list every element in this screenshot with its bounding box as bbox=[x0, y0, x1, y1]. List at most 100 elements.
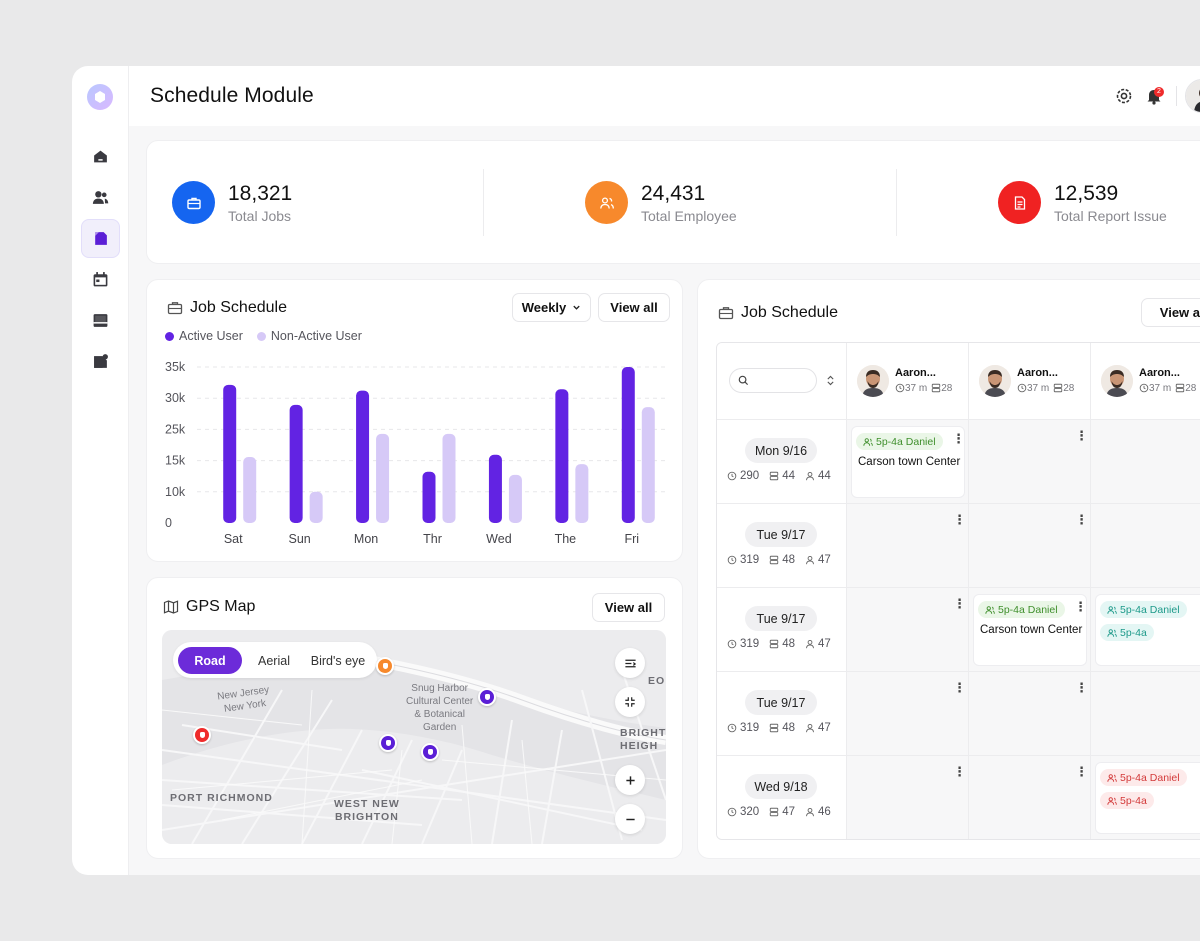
more-options-icon[interactable]: ⋮ bbox=[1074, 599, 1087, 614]
sidebar-item-calendar[interactable] bbox=[81, 260, 120, 299]
more-options-icon[interactable]: ⋮ bbox=[953, 680, 966, 695]
schedule-cell[interactable]: ⋮ bbox=[969, 756, 1091, 839]
employee-header-cell[interactable]: Aaron... 37 m 28 bbox=[1091, 343, 1200, 420]
more-options-icon[interactable]: ⋮ bbox=[953, 512, 966, 527]
report-icon bbox=[998, 181, 1041, 224]
map-tab-road[interactable]: Road bbox=[178, 647, 242, 674]
employee-header-cell[interactable]: Aaron... 37 m 28 bbox=[969, 343, 1091, 420]
top-header: Schedule Module bbox=[129, 66, 1200, 126]
bar-non-active-user bbox=[376, 433, 390, 523]
sidebar-item-schedule[interactable] bbox=[81, 219, 120, 258]
map-tab-aerial[interactable]: Aerial bbox=[258, 653, 290, 668]
period-select[interactable]: Weekly bbox=[512, 293, 591, 322]
job-card[interactable]: 5p-4a Daniel Carson town Center ⋮ bbox=[973, 594, 1087, 666]
search-input[interactable] bbox=[729, 368, 817, 393]
schedule-cell[interactable]: 5p-4a Daniel Carson town Center ⋮ bbox=[969, 588, 1091, 672]
view-all-button[interactable]: View all bbox=[592, 593, 665, 622]
more-options-icon[interactable]: ⋮ bbox=[953, 764, 966, 779]
map-view[interactable]: New Jersey New York Snug Harbor Cultural C… bbox=[162, 630, 666, 844]
date-row-meta: 290 44 44 bbox=[727, 470, 831, 482]
settings-gear-icon[interactable] bbox=[1114, 86, 1134, 106]
stat-divider bbox=[483, 169, 484, 236]
jobs-count: 320 bbox=[727, 806, 759, 818]
bar-chart: 0 10k 15k 25k 30k 35k Sat Sun Mon Thr Wed The Fri bbox=[165, 360, 667, 546]
schedule-cell[interactable]: ⋮ bbox=[1091, 420, 1200, 504]
date-row-header: Mon 9/16 290 44 44 bbox=[717, 420, 847, 504]
map-streets bbox=[162, 630, 666, 844]
schedule-cell[interactable]: ⋮ bbox=[969, 672, 1091, 756]
map-layers-button[interactable] bbox=[615, 648, 645, 678]
job-shift-tag: 5p-4a Daniel bbox=[856, 433, 943, 450]
map-pin-purple[interactable] bbox=[421, 743, 439, 761]
map-tab-birds-eye[interactable]: Bird's eye bbox=[310, 653, 366, 668]
employee-header-cell[interactable]: Aaron... 37 m 28 bbox=[847, 343, 969, 420]
map-pin-purple[interactable] bbox=[478, 688, 496, 706]
legend-dot bbox=[256, 331, 266, 341]
map-label-port-richmond: PORT RICHMOND bbox=[170, 792, 273, 804]
time-meta: 37 m bbox=[1017, 383, 1049, 394]
schedule-cell[interactable]: 5p-4a Daniel 5p-4a ⋮ bbox=[1091, 588, 1200, 672]
zoom-in-button[interactable] bbox=[615, 765, 645, 795]
sort-icon[interactable] bbox=[826, 375, 835, 386]
zoom-out-button[interactable] bbox=[615, 804, 645, 834]
job-shift-tag: 5p-4a Daniel bbox=[1100, 601, 1187, 618]
more-options-icon[interactable]: ⋮ bbox=[1197, 681, 1200, 694]
schedule-cell[interactable]: ⋮ bbox=[1091, 504, 1200, 588]
schedule-cell[interactable]: 5p-4a Daniel Carson town Center ⋮ bbox=[847, 420, 969, 504]
more-options-icon[interactable]: ⋮ bbox=[1075, 764, 1088, 779]
schedule-cell[interactable]: ⋮ bbox=[847, 588, 969, 672]
app-logo[interactable] bbox=[86, 83, 114, 111]
y-tick-label: 0 bbox=[165, 516, 172, 530]
staff-count: 44 bbox=[805, 470, 831, 482]
schedule-cell[interactable]: ⋮ bbox=[969, 504, 1091, 588]
schedule-title: Job Schedule bbox=[741, 304, 838, 321]
user-avatar[interactable] bbox=[1185, 79, 1200, 113]
more-options-icon[interactable]: ⋮ bbox=[1196, 768, 1200, 781]
map-icon bbox=[163, 600, 179, 614]
jobs-count: 319 bbox=[727, 638, 759, 650]
more-options-icon[interactable]: ⋮ bbox=[1075, 680, 1088, 695]
map-pin-red[interactable] bbox=[193, 726, 211, 744]
sidebar-item-inbox[interactable] bbox=[81, 301, 120, 340]
more-options-icon[interactable]: ⋮ bbox=[1196, 600, 1200, 613]
map-pin-purple[interactable] bbox=[379, 734, 397, 752]
stat-label: Total Jobs bbox=[228, 208, 292, 224]
x-tick-label: Mon bbox=[354, 532, 378, 546]
more-options-icon[interactable]: ⋮ bbox=[1075, 428, 1088, 443]
view-all-button[interactable]: View all bbox=[598, 293, 670, 322]
more-options-icon[interactable]: ⋮ bbox=[952, 431, 965, 446]
more-options-icon[interactable]: ⋮ bbox=[953, 596, 966, 611]
schedule-cell[interactable]: ⋮ bbox=[847, 756, 969, 839]
map-fullscreen-button[interactable] bbox=[615, 687, 645, 717]
more-options-icon[interactable]: ⋮ bbox=[1197, 513, 1200, 526]
schedule-cell[interactable]: ⋮ bbox=[969, 420, 1091, 504]
more-options-icon[interactable]: ⋮ bbox=[1197, 429, 1200, 442]
bar-active-user bbox=[356, 390, 370, 523]
sidebar-item-users[interactable] bbox=[81, 178, 120, 217]
period-select-value: Weekly bbox=[521, 300, 567, 315]
schedule-cell[interactable]: ⋮ bbox=[1091, 672, 1200, 756]
bar-active-user bbox=[422, 471, 436, 523]
minus-icon bbox=[625, 818, 635, 820]
date-row-header: Tue 9/17 319 48 47 bbox=[717, 504, 847, 588]
collapse-icon bbox=[625, 697, 635, 707]
map-type-toggle: Road Aerial Bird's eye bbox=[173, 642, 377, 678]
bar-non-active-user bbox=[243, 457, 257, 523]
more-options-icon[interactable]: ⋮ bbox=[1075, 512, 1088, 527]
y-tick-label: 35k bbox=[165, 360, 186, 374]
job-card[interactable]: 5p-4a Daniel 5p-4a ⋮ bbox=[1095, 762, 1200, 834]
staff-count: 46 bbox=[805, 806, 831, 818]
sidebar-item-home[interactable] bbox=[81, 137, 120, 176]
bar-non-active-user bbox=[508, 474, 522, 523]
view-all-button[interactable]: View all bbox=[1141, 298, 1200, 327]
date-pill: Tue 9/17 bbox=[745, 690, 817, 715]
job-card[interactable]: 5p-4a Daniel Carson town Center ⋮ bbox=[851, 426, 965, 498]
sidebar-item-reports[interactable] bbox=[81, 342, 120, 381]
job-card[interactable]: 5p-4a Daniel 5p-4a ⋮ bbox=[1095, 594, 1200, 666]
schedule-cell[interactable]: 5p-4a Daniel 5p-4a ⋮ bbox=[1091, 756, 1200, 839]
map-pin-orange[interactable] bbox=[376, 657, 394, 675]
y-tick-label: 15k bbox=[165, 454, 186, 468]
employee-meta: 37 m 28 bbox=[895, 383, 952, 394]
schedule-cell[interactable]: ⋮ bbox=[847, 672, 969, 756]
schedule-cell[interactable]: ⋮ bbox=[847, 504, 969, 588]
